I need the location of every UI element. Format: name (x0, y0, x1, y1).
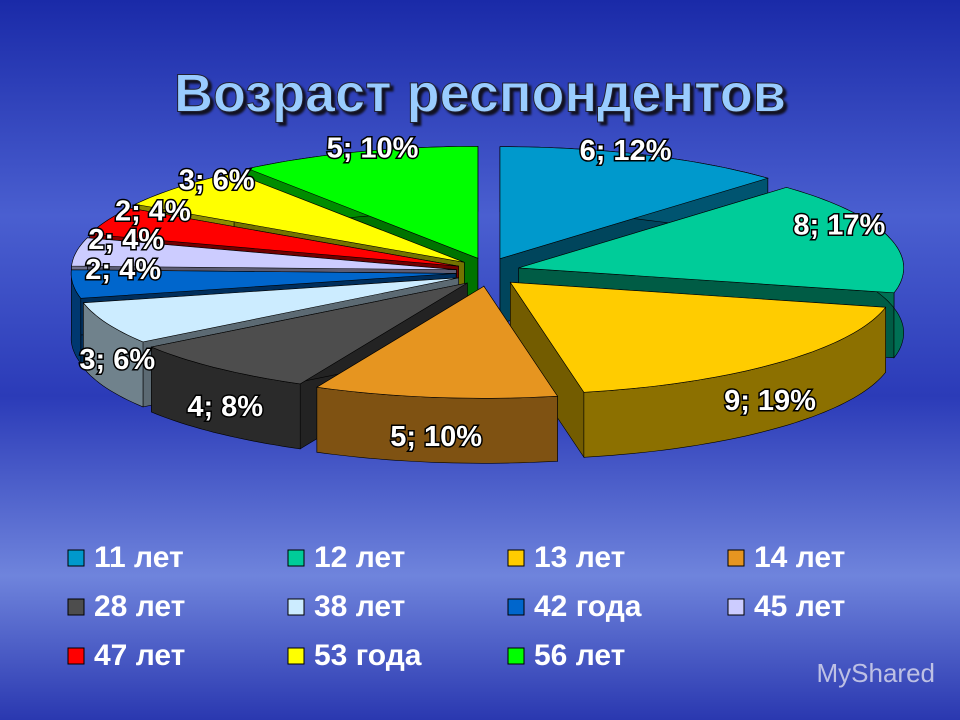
legend-swatch (507, 598, 525, 616)
slice (509, 281, 887, 393)
data-label: 3; 6% (79, 344, 155, 376)
legend-swatch (287, 647, 305, 665)
slice (509, 281, 887, 459)
slice (82, 277, 459, 343)
legend-label: 11 лет (94, 541, 184, 574)
watermark: MyShared (817, 658, 936, 688)
legend-label: 45 лет (754, 590, 845, 623)
slice (518, 187, 905, 294)
legend-label: 28 лет (94, 590, 185, 623)
legend-swatch (67, 549, 85, 567)
data-label: 6; 12% (580, 135, 672, 167)
legend-label: 42 года (534, 590, 642, 623)
legend-swatch (67, 647, 85, 665)
pie: 6; 12%8; 17%9; 19%5; 10%4; 8%3; 6%2; 4%2… (70, 131, 905, 464)
legend-label: 12 лет (314, 541, 405, 574)
legend-label: 38 лет (314, 590, 405, 623)
data-label: 3; 6% (179, 165, 255, 197)
data-label: 4; 8% (187, 391, 263, 423)
data-label: 2; 4% (85, 254, 161, 286)
data-label: 5; 10% (390, 421, 482, 453)
legend-swatch (507, 549, 525, 567)
legend-swatch (727, 549, 745, 567)
legend-label: 14 лет (754, 541, 845, 574)
data-label: 2; 4% (115, 196, 191, 228)
legend-label: 13 лет (534, 541, 625, 574)
slice (89, 207, 459, 267)
data-label: 8; 17% (793, 210, 885, 242)
slice (134, 172, 465, 263)
slice (150, 282, 468, 385)
chart-title: Возраст респондентов (174, 63, 786, 123)
legend-swatch (287, 549, 305, 567)
slice (499, 146, 769, 260)
legend-swatch (507, 647, 525, 665)
data-label: 5; 10% (327, 132, 419, 164)
legend-label: 47 лет (94, 639, 185, 672)
data-label: 9; 19% (724, 385, 816, 417)
legend-swatch (287, 598, 305, 616)
data-label: 2; 4% (88, 224, 164, 256)
legend-swatch (67, 598, 85, 616)
slice (316, 285, 559, 399)
legend-label: 53 года (314, 639, 422, 672)
slice (70, 269, 457, 299)
slice (71, 237, 457, 270)
slice (316, 285, 559, 464)
legend-swatch (727, 598, 745, 616)
legend-label: 56 лет (534, 639, 625, 672)
slice (246, 145, 479, 259)
legend: 11 лет 12 лет 13 лет 14 лет 28 лет 38 лет 42 г… (67, 541, 845, 672)
